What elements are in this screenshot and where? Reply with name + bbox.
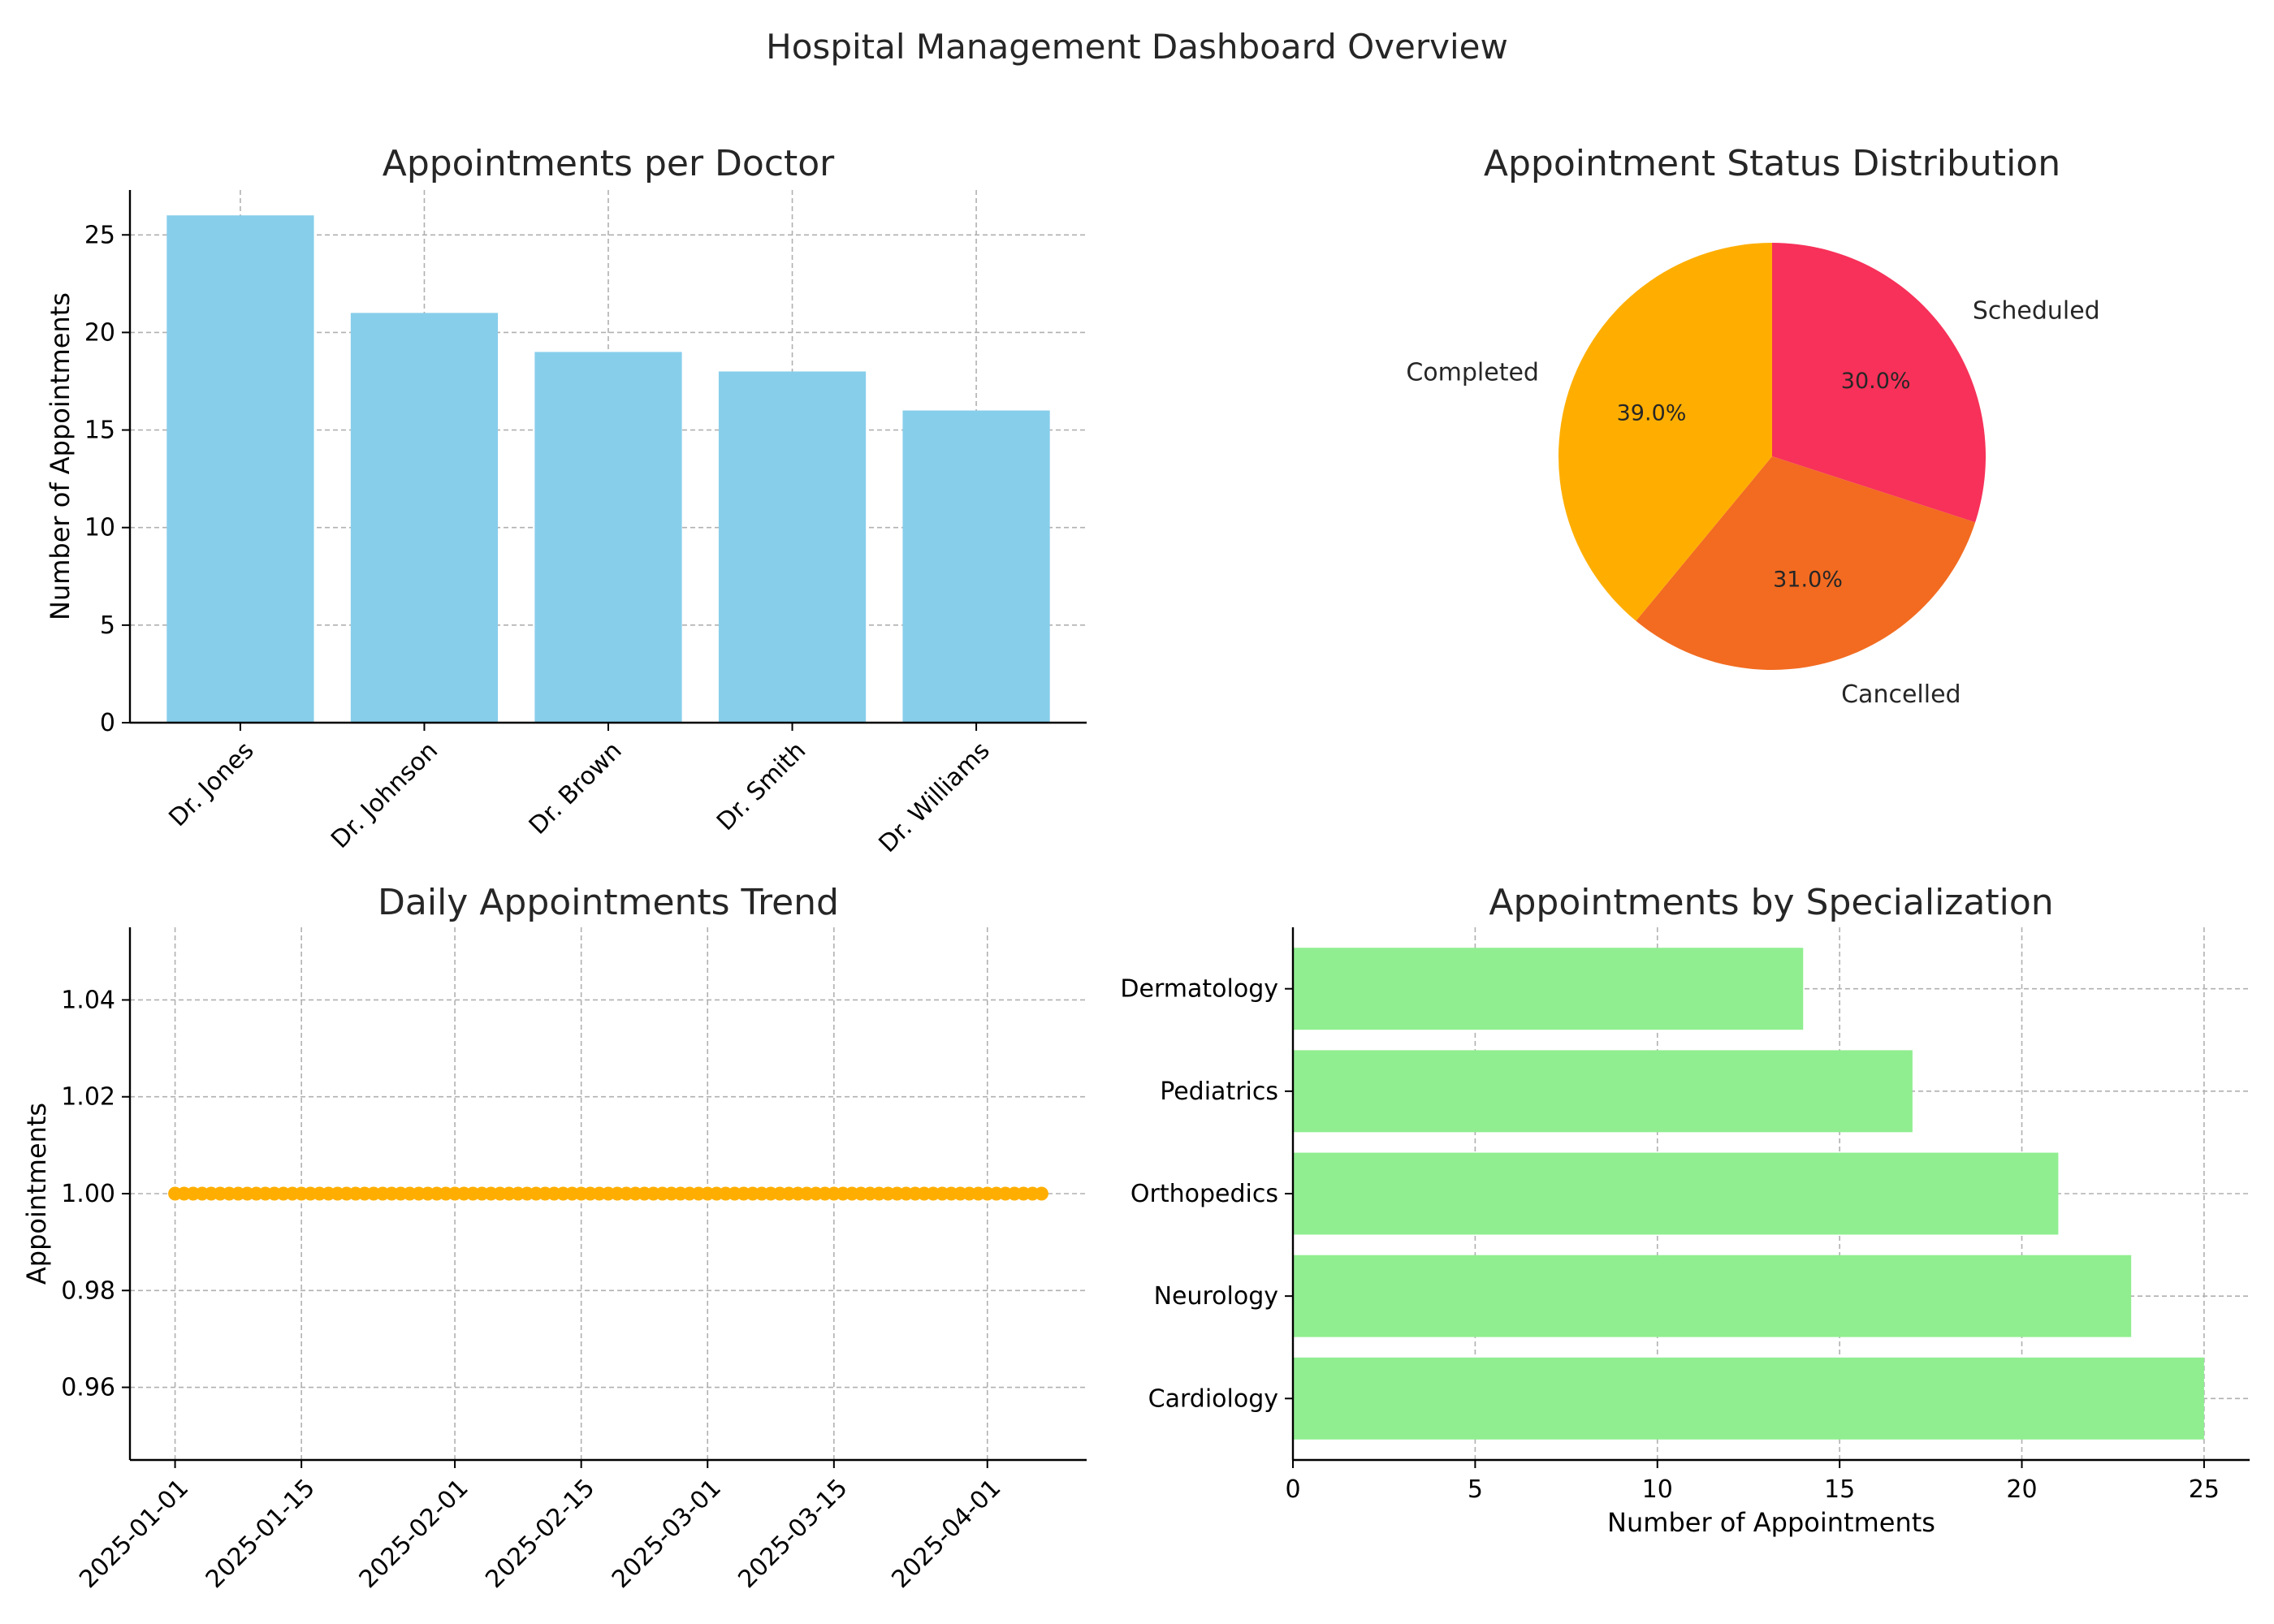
y-tick-label: 0.96 bbox=[61, 1374, 115, 1402]
x-tick-label-dr-johnson: Dr. Johnson bbox=[326, 736, 443, 854]
bar-cardiology bbox=[1293, 1357, 2204, 1440]
chart-title: Appointments per Doctor bbox=[383, 143, 835, 184]
y-tick-label: 15 bbox=[84, 417, 115, 445]
y-axis-label: Appointments bbox=[21, 1103, 52, 1285]
pie-label-scheduled: Scheduled bbox=[1973, 297, 2100, 326]
y-tick-label-cardiology: Cardiology bbox=[1148, 1384, 1278, 1413]
x-tick-label: 2025-01-15 bbox=[201, 1474, 321, 1594]
y-tick-label: 1.00 bbox=[61, 1180, 115, 1208]
daily-appointments-trend-chart: 0.96 0.98 1.00 1.02 1.04 2025-01-01 2025-01-15… bbox=[21, 882, 1087, 1594]
x-tick-label: 2025-02-01 bbox=[354, 1474, 474, 1594]
bar-dermatology bbox=[1293, 948, 1804, 1030]
x-tick-label: 20 bbox=[2006, 1475, 2037, 1504]
bar-pediatrics bbox=[1293, 1050, 1913, 1133]
y-tick-label-pediatrics: Pediatrics bbox=[1160, 1078, 1278, 1106]
bar-dr-johnson bbox=[350, 313, 499, 723]
y-tick-label-neurology: Neurology bbox=[1154, 1282, 1278, 1311]
bar-neurology bbox=[1293, 1255, 2132, 1337]
pie-slice-cancelled bbox=[1636, 456, 1976, 670]
chart-title: Appointment Status Distribution bbox=[1484, 143, 2060, 184]
x-tick-label-dr-brown: Dr. Brown bbox=[524, 736, 628, 840]
x-tick-label: 15 bbox=[1824, 1475, 1855, 1504]
dashboard-title: Hospital Management Dashboard Overview bbox=[766, 27, 1508, 67]
bar-dr-williams bbox=[902, 410, 1050, 723]
x-tick-label: 2025-03-01 bbox=[607, 1474, 727, 1594]
bar-dr-jones bbox=[166, 215, 314, 723]
y-axis-label: Number of Appointments bbox=[45, 292, 76, 620]
x-tick-label: 0 bbox=[1285, 1475, 1300, 1504]
bar-dr-brown bbox=[534, 352, 682, 723]
y-tick-label: 5 bbox=[100, 611, 115, 640]
pie-percent-scheduled: 30.0% bbox=[1841, 369, 1911, 394]
x-tick-label-dr-smith: Dr. Smith bbox=[711, 736, 811, 836]
y-tick-label: 1.04 bbox=[61, 986, 115, 1014]
appointment-status-pie-chart: Scheduled 30.0% Cancelled 31.0% Completed 39.… bbox=[1406, 143, 2099, 709]
x-tick-label: 2025-03-15 bbox=[733, 1474, 853, 1594]
x-tick-label: 2025-02-15 bbox=[480, 1474, 600, 1594]
x-tick-label-dr-jones: Dr. Jones bbox=[163, 736, 259, 832]
y-tick-label: 1.02 bbox=[61, 1083, 115, 1112]
x-tick-label: 10 bbox=[1642, 1475, 1673, 1504]
pie-percent-cancelled: 31.0% bbox=[1773, 568, 1843, 593]
appointments-per-doctor-chart: 0 5 10 15 20 25 Dr. Jones Dr. Johnson Dr. Brown D… bbox=[45, 143, 1087, 858]
pie-slice-completed bbox=[1558, 243, 1772, 621]
y-tick-label-dermatology: Dermatology bbox=[1120, 975, 1278, 1004]
x-tick-label-dr-williams: Dr. Williams bbox=[874, 736, 996, 858]
y-tick-label: 0 bbox=[100, 709, 115, 737]
bar-orthopedics bbox=[1293, 1152, 2059, 1235]
chart-title: Daily Appointments Trend bbox=[378, 882, 839, 923]
y-tick-label: 10 bbox=[84, 514, 115, 542]
data-point bbox=[1034, 1186, 1048, 1201]
x-tick-label: 5 bbox=[1468, 1475, 1483, 1504]
trend-points bbox=[168, 1186, 1048, 1201]
y-tick-label: 25 bbox=[84, 221, 115, 249]
pie-slice-scheduled bbox=[1772, 243, 1986, 523]
y-tick-label-orthopedics: Orthopedics bbox=[1131, 1180, 1278, 1208]
pie-label-completed: Completed bbox=[1406, 359, 1539, 387]
x-tick-label: 2025-04-01 bbox=[886, 1474, 1006, 1594]
appointments-by-specialization-chart: 0 5 10 15 20 25 Cardiology Neurology Orthopedics… bbox=[1120, 882, 2250, 1538]
bar-dr-smith bbox=[718, 371, 867, 723]
y-tick-label: 0.98 bbox=[61, 1276, 115, 1305]
chart-title: Appointments by Specialization bbox=[1489, 882, 2053, 923]
x-axis-label: Number of Appointments bbox=[1607, 1507, 1935, 1538]
y-tick-label: 20 bbox=[84, 318, 115, 347]
pie-percent-completed: 39.0% bbox=[1617, 401, 1687, 426]
pie-label-cancelled: Cancelled bbox=[1841, 680, 1961, 709]
x-tick-label: 2025-01-01 bbox=[74, 1474, 194, 1594]
x-tick-label: 25 bbox=[2189, 1475, 2220, 1504]
